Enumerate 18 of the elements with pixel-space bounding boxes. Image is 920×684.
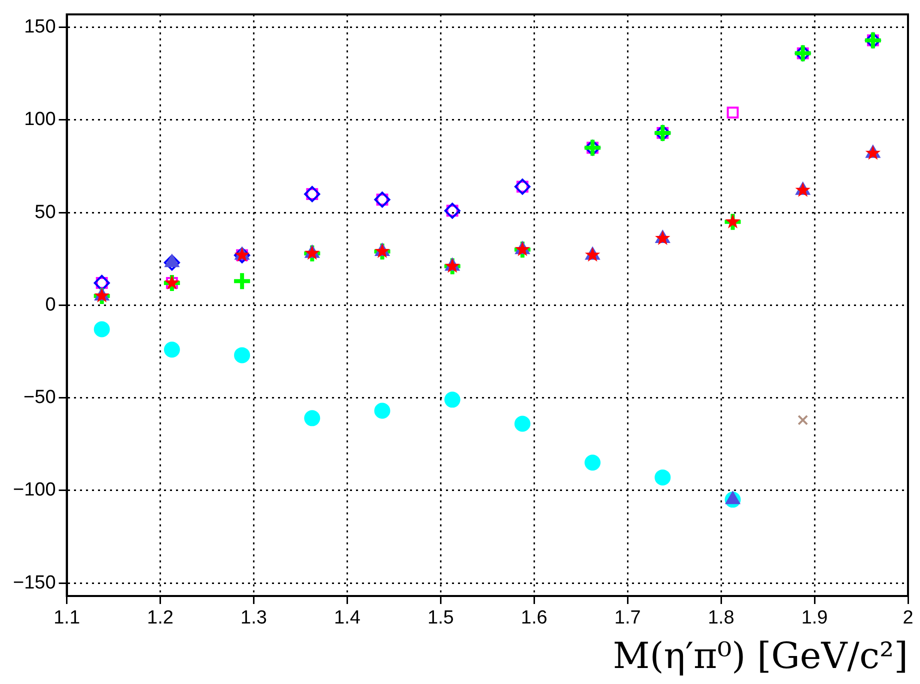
x-tick-label: 1.7: [614, 608, 641, 629]
y-tick-label: 150: [24, 16, 56, 38]
x-tick-label: 1.1: [54, 608, 80, 629]
x-tick-label: 1.2: [147, 608, 174, 629]
y-tick-label: 0: [45, 294, 56, 316]
x-tick-label: 1.3: [240, 608, 267, 629]
y-tick-label: 100: [24, 109, 56, 130]
x-tick-label: 1.4: [334, 608, 361, 629]
x-tick-label: 1.9: [801, 608, 828, 629]
y-tick-label: −50: [24, 387, 56, 408]
y-tick-label: −150: [13, 572, 56, 594]
y-tick-label: −100: [13, 480, 56, 501]
x-tick-label: 1.8: [708, 608, 734, 629]
x-tick-label: 1.6: [520, 608, 548, 629]
y-tick-label: 50: [34, 202, 56, 223]
x-tick-label: 2: [902, 608, 914, 629]
x-axis-title: M(η′π⁰) [GeV/c²]: [612, 636, 908, 677]
x-tick-label: 1.5: [427, 608, 454, 629]
